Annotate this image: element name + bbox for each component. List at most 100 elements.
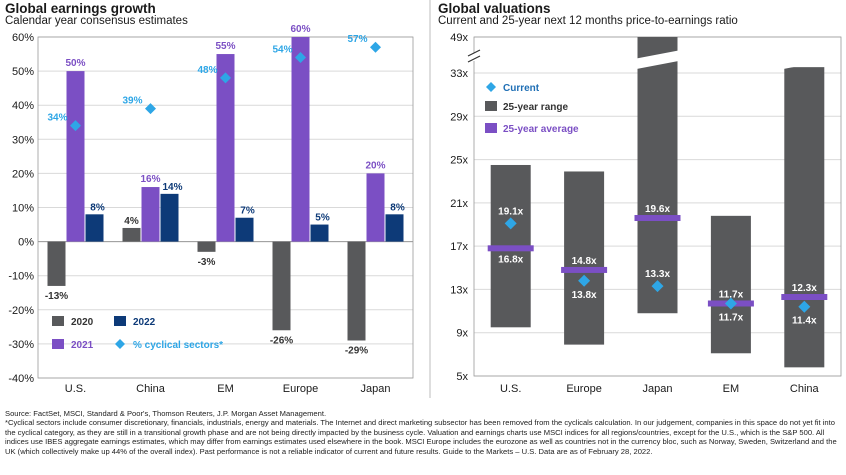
y-tick-label: 5x <box>456 371 468 383</box>
current-marker-EM <box>724 297 737 310</box>
bar-2022-Europe <box>310 224 329 242</box>
axis-break-mark <box>467 49 481 57</box>
axis-break-mark <box>467 55 481 63</box>
bar-2020-EM <box>197 241 216 252</box>
left-chart-subtitle: Calendar year consensus estimates <box>5 15 188 27</box>
data-label-2020: -26% <box>270 335 293 346</box>
y-tick-label: 10% <box>12 203 34 215</box>
range-bar-China <box>784 67 825 368</box>
data-label-2020: -29% <box>345 345 368 356</box>
data-label-2022: 7% <box>240 206 255 217</box>
range-bar-EM <box>710 215 751 354</box>
average-label-EM: 11.7x <box>719 289 744 300</box>
y-tick-label: 13x <box>450 284 468 296</box>
bar-break-gap <box>636 51 679 69</box>
current-label-China: 11.4x <box>792 316 817 327</box>
bar-break-China <box>783 50 826 69</box>
y-tick-label: 25x <box>450 155 468 167</box>
bar-2022-EM <box>235 217 254 242</box>
x-tick-label: U.S. <box>500 383 521 395</box>
valuations-chart: 5x 9x 13x 17x 21x 25x 29x 33x 49x 16.8x 19.1x U.S. 1… <box>429 0 842 398</box>
current-marker-U.S. <box>504 217 517 230</box>
data-label-2021: 60% <box>290 24 310 35</box>
legend-label-2021: 2021 <box>71 340 94 351</box>
bar-break-line <box>783 50 826 60</box>
x-tick-label: EM <box>217 383 234 395</box>
legend-label-range: 25-year range <box>503 102 568 113</box>
right-chart-title: Global valuations <box>438 1 551 16</box>
bar-break-gap <box>783 51 826 69</box>
legend-swatch-average <box>485 123 497 133</box>
current-label-U.S.: 19.1x <box>498 206 523 217</box>
bar-2022-China <box>160 193 179 242</box>
bar-2021-China <box>141 187 160 242</box>
footnote: Source: FactSet, MSCI, Standard & Poor's… <box>5 409 841 456</box>
average-label-Europe: 14.8x <box>572 256 597 267</box>
legend-label-2022: 2022 <box>133 317 156 328</box>
current-marker-Japan <box>651 280 664 293</box>
bar-break-Japan <box>636 50 679 69</box>
y-tick-label: 40% <box>12 100 34 112</box>
y-tick-label: 20% <box>12 168 34 180</box>
current-label-Japan: 13.3x <box>645 269 670 280</box>
data-label-2022: 8% <box>390 202 405 213</box>
y-tick-label: 29x <box>450 111 468 123</box>
data-label-2020: -13% <box>45 291 68 302</box>
right-chart-subtitle: Current and 25-year next 12 months price… <box>438 15 738 27</box>
current-marker-Europe <box>578 274 591 287</box>
legend-label-2020: 2020 <box>71 317 94 328</box>
range-bar-Europe <box>564 171 605 345</box>
current-marker-China <box>798 300 811 313</box>
data-label-2022: 14% <box>162 182 182 193</box>
x-tick-label: Japan <box>361 383 391 395</box>
x-tick-label: U.S. <box>65 383 86 395</box>
y-tick-label: 33x <box>450 68 468 80</box>
y-tick-label: 50% <box>12 66 34 78</box>
bar-2020-Japan <box>347 241 366 341</box>
cyclical-label: 39% <box>122 96 142 107</box>
bar-2021-U.S. <box>66 71 85 242</box>
bar-2020-China <box>122 227 141 242</box>
cyclical-label: 57% <box>347 34 367 45</box>
cyclical-marker-Europe <box>295 51 306 63</box>
average-marker-Japan <box>634 215 681 222</box>
bar-2022-U.S. <box>85 214 104 242</box>
average-marker-U.S. <box>487 245 534 252</box>
legend-swatch-2020 <box>52 316 64 326</box>
bar-2020-U.S. <box>47 241 66 286</box>
y-tick-label: 30% <box>12 134 34 146</box>
y-tick-label: -20% <box>8 305 34 317</box>
bar-2022-Japan <box>385 214 404 242</box>
cyclical-label: 48% <box>197 65 217 76</box>
bar-break-line <box>636 50 679 60</box>
x-tick-label: Japan <box>643 383 673 395</box>
data-label-2021: 55% <box>215 41 235 52</box>
y-tick-label: 21x <box>450 198 468 210</box>
legend-label-cyclical: % cyclical sectors* <box>133 340 223 351</box>
cyclical-marker-EM <box>220 72 231 84</box>
x-tick-label: EM <box>723 383 740 395</box>
bar-2021-EM <box>216 54 235 242</box>
y-tick-label: 49x <box>450 32 468 44</box>
footnote-source: Source: FactSet, MSCI, Standard & Poor's… <box>5 409 327 418</box>
data-label-2020: -3% <box>198 257 216 268</box>
data-label-2022: 8% <box>90 202 105 213</box>
y-tick-label: 0% <box>18 237 34 249</box>
average-label-China: 12.3x <box>792 283 817 294</box>
y-tick-label: 17x <box>450 241 468 253</box>
y-tick-label: 60% <box>12 32 34 44</box>
average-label-Japan: 19.6x <box>645 204 670 215</box>
average-marker-Europe <box>561 266 608 273</box>
legend-label-average: 25-year average <box>503 124 579 135</box>
legend-current-marker <box>486 82 496 92</box>
y-tick-label: -40% <box>8 373 34 385</box>
x-tick-label: China <box>790 383 820 395</box>
axis-break-gap <box>468 53 480 61</box>
legend-swatch-range <box>485 101 497 111</box>
y-tick-label: 9x <box>456 328 468 340</box>
y-tick-label: -10% <box>8 271 34 283</box>
legend-cyclical-marker <box>115 339 125 349</box>
data-label-2021: 20% <box>365 160 385 171</box>
cyclical-label: 34% <box>47 113 67 124</box>
left-chart-title: Global earnings growth <box>5 1 156 16</box>
